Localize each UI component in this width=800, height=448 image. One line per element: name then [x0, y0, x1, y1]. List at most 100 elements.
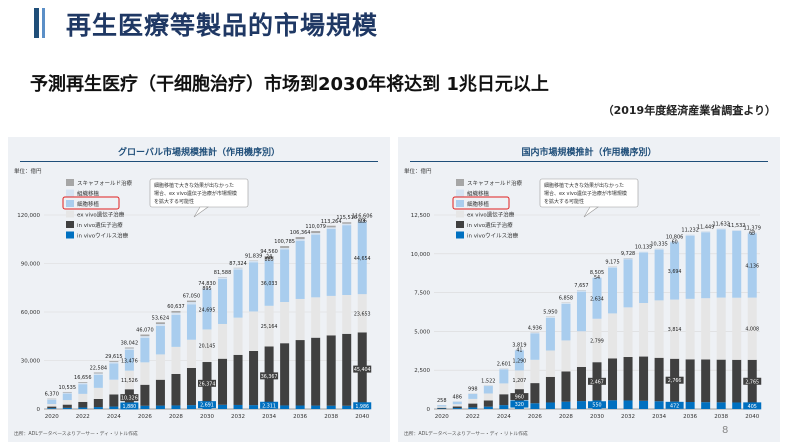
legend-label: in vivo遺伝子治療 [467, 221, 513, 229]
bar-segment-invivo_virus [295, 405, 305, 409]
bar-segment-invivo_gene [468, 403, 478, 408]
segment-label-bg [510, 393, 529, 401]
bar-segment-cell [218, 279, 228, 324]
bar-segment-cell [47, 399, 57, 405]
segment-label-bg [743, 377, 762, 385]
segment-label: 472 [670, 403, 679, 409]
bar-segment-exvivo [311, 297, 321, 338]
bar-segment-exvivo [155, 354, 165, 380]
callout-text: 細胞移植で大きな効果が出なかった [154, 182, 234, 189]
bar-segment-cell [124, 349, 134, 371]
bar-segment-exvivo [280, 302, 290, 344]
bar-segment-cell [654, 249, 664, 301]
bar-segment-exvivo [514, 370, 524, 390]
title-accent-bar [34, 8, 39, 38]
callout-text: を拡大する可能性 [154, 198, 194, 205]
callout-box [539, 178, 639, 208]
bar-segment-cell [592, 277, 602, 319]
bar-total-label: 38,042 [121, 340, 139, 346]
bar-segment-tissue [499, 368, 509, 370]
segment-label: 1,880 [123, 404, 137, 410]
bar-segment-exvivo [47, 404, 57, 407]
bar-segment-exvivo [716, 297, 726, 360]
legend-label: 組織移植 [77, 190, 100, 198]
bar-segment-exvivo [171, 346, 181, 374]
bar-total-label: 11,232 [681, 228, 699, 234]
bar-segment-cell [639, 252, 649, 303]
segment-label-bg [120, 394, 139, 402]
bar-segment-invivo_gene [280, 343, 290, 406]
bar-segment-invivo_gene [654, 357, 664, 402]
bar-total-label: 10,135 [635, 245, 653, 251]
x-tick-label: 2040 [355, 414, 369, 420]
bar-segment-cell [62, 393, 72, 401]
bar-segment-invivo_gene [78, 401, 88, 408]
bar-segment-cell [295, 240, 305, 299]
bar-segment-invivo_gene [716, 359, 726, 403]
bar-segment-tissue [561, 302, 571, 304]
bar-segment-invivo_virus [452, 408, 462, 409]
segment-label: 2 [751, 230, 754, 236]
segment-label-bg [198, 379, 216, 387]
bar-segment-cell [608, 267, 618, 314]
global-chart-panel: グローバル市場規模推計（作用機序別） 単位：億円 0 30,000 60,000 90,… [8, 137, 390, 442]
y-tick-label: 0 [37, 407, 41, 413]
bar-segment-exvivo [109, 379, 119, 395]
segment-label: 23 [359, 218, 365, 224]
legend-swatch-tissue [66, 189, 74, 197]
segment-label-bg [510, 400, 529, 408]
bar-segment-tissue [311, 233, 321, 235]
bar-segment-scaffold [109, 361, 119, 363]
bar-segment-cell [155, 325, 165, 355]
y-tick-label: 12,500 [411, 213, 431, 219]
segment-label: 885 [265, 257, 274, 263]
x-tick-label: 2020 [45, 414, 59, 420]
x-tick-label: 2026 [528, 414, 542, 420]
bar-segment-cell [326, 228, 336, 296]
segment-label: 960 [515, 395, 524, 401]
x-tick-label: 2026 [138, 414, 152, 420]
bar-segment-scaffold [326, 225, 336, 228]
segment-label: 1,290 [513, 358, 527, 364]
headline: 予測再生医疗（干细胞治疗）市场到2030年将达到 1兆日元以上 [30, 74, 549, 95]
bar-segment-exvivo [499, 383, 509, 395]
bar-segment-tissue [78, 382, 88, 385]
bar-segment-exvivo [545, 350, 555, 377]
x-tick-label: 2036 [293, 414, 307, 420]
bar-segment-exvivo [670, 299, 680, 359]
bar-segment-exvivo [186, 339, 196, 368]
y-tick-label: 2,500 [414, 368, 430, 374]
bar-segment-cell [514, 350, 524, 371]
bar-segment-exvivo [592, 318, 602, 363]
bar-total-label: 60,637 [167, 304, 185, 310]
bar-segment-exvivo [202, 329, 212, 363]
bar-segment-tissue [264, 259, 274, 261]
bar-segment-exvivo [732, 297, 742, 360]
segment-label-bg [588, 377, 606, 385]
legend-swatch-scaffold [456, 179, 464, 186]
bar-segment-tissue [530, 332, 540, 334]
bar-segment-tissue [109, 362, 119, 364]
bar-segment-invivo_gene [530, 383, 540, 404]
legend-swatch-cell [456, 200, 464, 207]
bar-total-label: 53,624 [152, 315, 170, 321]
segment-label: 63 [749, 230, 755, 236]
y-tick-label: 120,000 [17, 213, 40, 219]
bar-segment-tissue [608, 266, 618, 268]
segment-label: 1,986 [355, 404, 369, 410]
bar-segment-invivo_virus [716, 402, 726, 409]
bar-segment-exvivo [93, 387, 103, 399]
y-tick-label: 7,500 [414, 291, 430, 297]
bar-segment-exvivo [264, 305, 274, 347]
segment-label: 4,136 [745, 264, 759, 270]
legend-swatch-exvivo [66, 210, 74, 218]
bar-segment-cell [186, 304, 196, 340]
legend-label: 組織移植 [467, 190, 490, 198]
legend-swatch-invivo_gene [66, 221, 74, 228]
bar-segment-scaffold [93, 372, 103, 374]
bar-segment-cell [701, 232, 711, 299]
bar-segment-cell [732, 230, 742, 298]
segment-label: 4,008 [745, 327, 759, 333]
bar-total-label: 94,560 [260, 249, 278, 255]
segment-label-bg [665, 376, 684, 384]
